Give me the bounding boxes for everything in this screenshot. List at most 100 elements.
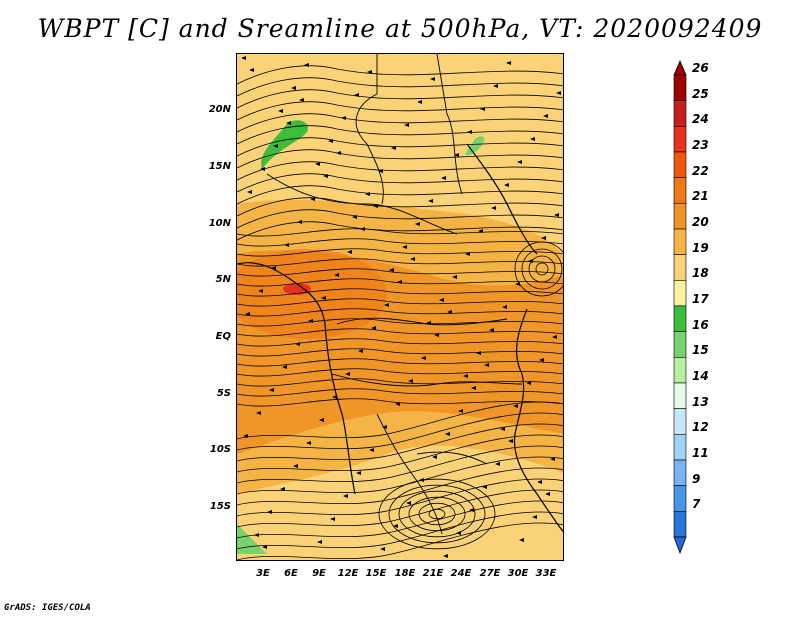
coastline	[237, 143, 563, 533]
lat-label: 5N	[215, 274, 231, 285]
lat-label: 5S	[216, 388, 231, 399]
flow-arrow	[543, 114, 548, 118]
flow-arrow	[308, 319, 313, 323]
streamline	[521, 248, 563, 290]
streamline	[514, 241, 563, 297]
flow-arrow	[465, 252, 470, 256]
map-title: WBPT [C] and Sreamline at 500hPa, VT: 20…	[37, 14, 763, 43]
flow-arrow	[443, 554, 448, 558]
flow-arrow	[552, 335, 557, 339]
flow-arrow	[508, 439, 513, 443]
lat-label: 20N	[208, 104, 231, 115]
flow-arrow	[532, 515, 537, 519]
colorbar-swatch	[673, 434, 687, 461]
lat-label: 15S	[209, 501, 231, 512]
streamline	[237, 89, 563, 109]
flow-arrow	[528, 259, 533, 263]
flow-arrow	[319, 418, 324, 422]
colorbar-level-label: 25	[692, 86, 709, 101]
colorbar-swatch	[673, 331, 687, 358]
flow-arrow	[391, 146, 396, 150]
flow-arrow	[315, 162, 320, 166]
lon-label: 9E	[312, 568, 326, 579]
flow-arrow	[280, 487, 285, 491]
flow-arrow	[504, 183, 509, 187]
streamline	[237, 423, 563, 462]
flow-arrow	[408, 379, 413, 383]
colorbar-swatch	[673, 254, 687, 281]
streamline	[237, 500, 563, 539]
flow-arrow	[478, 229, 483, 233]
flow-arrow	[304, 63, 309, 67]
flow-arrow	[271, 266, 276, 270]
flow-arrow	[334, 273, 339, 277]
streamline	[237, 125, 563, 145]
streamline	[237, 173, 563, 193]
green-zone-east	[465, 136, 485, 156]
flow-arrow	[354, 93, 359, 97]
streamline	[237, 113, 563, 133]
streamline	[237, 278, 563, 287]
flow-arrow	[332, 395, 337, 399]
streamline	[388, 484, 486, 544]
streamline	[237, 185, 563, 205]
flow-arrow	[452, 275, 457, 279]
flow-arrow	[491, 206, 496, 210]
streamline	[237, 511, 563, 550]
colorbar-top-arrow	[673, 59, 687, 76]
flow-arrow	[256, 411, 261, 415]
flow-arrow	[421, 356, 426, 360]
streamline	[237, 434, 563, 473]
flow-arrow	[495, 462, 500, 466]
flow-arrow	[445, 432, 450, 436]
flow-arrow	[489, 328, 494, 332]
streamline	[237, 221, 563, 241]
flow-arrow	[249, 68, 254, 72]
flow-arrow	[428, 199, 433, 203]
lon-label: 30E	[507, 568, 529, 579]
colorbar-level-label: 20	[692, 215, 709, 229]
flow-arrow	[262, 545, 267, 549]
lon-label: 6E	[284, 568, 298, 579]
flow-arrow	[317, 540, 322, 544]
flow-arrow	[360, 227, 365, 231]
flow-arrow	[515, 282, 520, 286]
lon-label: 12E	[337, 568, 359, 579]
flow-arrow	[358, 349, 363, 353]
colorbar-swatch	[673, 382, 687, 409]
flow-arrow	[356, 471, 361, 475]
flow-arrow	[367, 70, 372, 74]
lat-label: EQ	[215, 331, 231, 342]
country-borders	[266, 54, 523, 535]
colorbar-swatch	[673, 305, 687, 332]
flow-arrow	[291, 86, 296, 90]
streamline	[237, 209, 563, 229]
green-zone-south	[237, 524, 267, 554]
streamline	[237, 318, 563, 327]
map-panel	[236, 53, 564, 561]
streamline	[237, 456, 563, 495]
streamline	[237, 228, 563, 237]
streamline	[237, 149, 563, 169]
flow-arrow	[295, 342, 300, 346]
colorbar-level-label: 18	[692, 266, 709, 281]
flow-arrow	[415, 222, 420, 226]
flow-arrow	[469, 508, 474, 512]
flow-arrow	[397, 280, 402, 284]
colorbar-level-label: 14	[692, 369, 709, 383]
lat-label: 10S	[209, 444, 231, 455]
colorbar-swatch	[673, 126, 687, 153]
colorbar-swatch	[673, 485, 687, 512]
lon-label: 3E	[256, 568, 270, 579]
flow-arrow	[347, 250, 352, 254]
lon-label: 33E	[535, 568, 557, 579]
streamline	[237, 77, 563, 97]
colorbar-swatch	[673, 151, 687, 178]
colorbar-swatch	[673, 100, 687, 127]
streamline	[237, 412, 563, 451]
streamline	[237, 288, 563, 297]
flow-arrow	[467, 130, 472, 134]
flow-arrow	[245, 312, 250, 316]
streamline	[408, 496, 466, 532]
flow-arrow	[419, 478, 424, 482]
